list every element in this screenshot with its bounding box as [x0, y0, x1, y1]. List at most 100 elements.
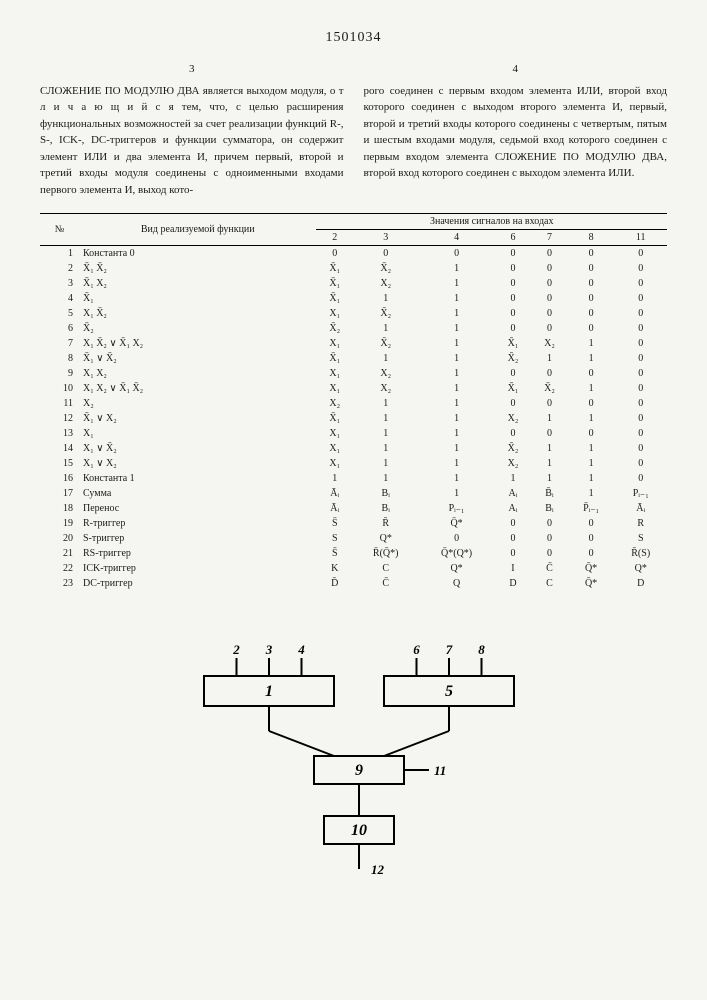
row-number: 1 [40, 246, 79, 262]
signal-value: Q̄* [418, 516, 494, 531]
signal-value: C [531, 576, 568, 591]
svg-text:2: 2 [232, 642, 240, 657]
signal-value: S [614, 531, 667, 546]
function-name: X₁ X̄₂ [79, 306, 316, 321]
function-name: X₁ [79, 426, 316, 441]
table-row: 20S-триггерSQ*0000S [40, 531, 667, 546]
svg-text:5: 5 [445, 683, 453, 700]
signal-value: 0 [614, 381, 667, 396]
signal-value: 1 [353, 471, 418, 486]
signal-value: 1 [531, 411, 568, 426]
signal-value: Aᵢ [495, 486, 532, 501]
signal-value: Pᵢ₋₁ [418, 501, 494, 516]
signal-value: 0 [568, 366, 615, 381]
row-number: 10 [40, 381, 79, 396]
row-number: 20 [40, 531, 79, 546]
signal-value: X₂ [316, 396, 353, 411]
signal-value: 0 [614, 336, 667, 351]
table-row: 21RS-триггерS̄R̄(Q̄*)Q̄*(Q*)000R̄(S) [40, 546, 667, 561]
signal-value: 1 [418, 321, 494, 336]
signal-value: 0 [614, 366, 667, 381]
signal-value: 1 [531, 441, 568, 456]
table-row: 15X₁ ∨ X₂X₁11X₂110 [40, 456, 667, 471]
table-row: 12X̄₁ ∨ X₂X̄₁11X₂110 [40, 411, 667, 426]
signal-value: 0 [568, 261, 615, 276]
signal-value: X̄₁ [495, 381, 532, 396]
signal-value: X̄₁ [316, 291, 353, 306]
signal-value: X₂ [495, 411, 532, 426]
signal-value: 0 [531, 246, 568, 262]
row-number: 13 [40, 426, 79, 441]
signal-value: 0 [568, 426, 615, 441]
row-number: 4 [40, 291, 79, 306]
signal-value: 0 [495, 246, 532, 262]
signal-value: I [495, 561, 532, 576]
row-number: 12 [40, 411, 79, 426]
signal-value: 0 [495, 531, 532, 546]
signal-value: X₁ [316, 381, 353, 396]
signal-value: C̄ [353, 576, 418, 591]
row-number: 8 [40, 351, 79, 366]
signal-value: 1 [418, 261, 494, 276]
row-number: 19 [40, 516, 79, 531]
right-column-text: рого соединен с первым входом элемента И… [364, 83, 668, 182]
signal-value: 1 [568, 471, 615, 486]
signal-value: 1 [418, 336, 494, 351]
signal-value: X₂ [353, 276, 418, 291]
signal-value: 1 [568, 336, 615, 351]
signal-value: 1 [531, 351, 568, 366]
row-number: 2 [40, 261, 79, 276]
signal-value: 0 [418, 246, 494, 262]
signal-value: S̄ [316, 516, 353, 531]
table-row: 10X₁ X₂ ∨ X̄₁ X̄₂X₁X₂1X̄₁X̄₂10 [40, 381, 667, 396]
table-row: 17СуммаĀᵢBᵢ1AᵢB̄ᵢ1Pᵢ₋₁ [40, 486, 667, 501]
signal-value: 0 [531, 546, 568, 561]
signal-value: Āᵢ [316, 501, 353, 516]
signal-value: D [495, 576, 532, 591]
signal-value: 0 [568, 516, 615, 531]
left-column: 3 СЛОЖЕНИЕ ПО МОДУЛЮ ДВА является выходо… [40, 61, 344, 198]
signal-value: X₁ [316, 441, 353, 456]
signal-value: 1 [353, 456, 418, 471]
svg-text:8: 8 [478, 642, 485, 657]
signal-value: 1 [418, 381, 494, 396]
signal-value: 0 [353, 246, 418, 262]
signal-value: Q̄*(Q*) [418, 546, 494, 561]
signal-value: 0 [531, 516, 568, 531]
table-row: 19R-триггерS̄R̄Q̄*000R [40, 516, 667, 531]
row-number: 5 [40, 306, 79, 321]
function-name: X̄₂ [79, 321, 316, 336]
svg-text:10: 10 [351, 822, 367, 839]
signal-value: X₁ [316, 456, 353, 471]
signal-value: 1 [353, 291, 418, 306]
signal-value: Q* [353, 531, 418, 546]
table-row: 11X₂X₂110000 [40, 396, 667, 411]
signal-value: 0 [568, 531, 615, 546]
signal-value: 0 [531, 321, 568, 336]
signal-value: 1 [353, 411, 418, 426]
function-name: S-триггер [79, 531, 316, 546]
signal-value: X₂ [531, 336, 568, 351]
signal-value: 0 [614, 456, 667, 471]
signal-value: 1 [353, 426, 418, 441]
signal-value: 1 [531, 456, 568, 471]
signal-value: X̄₁ [495, 336, 532, 351]
input-col-header: 11 [614, 230, 667, 246]
signal-value: 0 [495, 291, 532, 306]
col-signals-header: Значения сигналов на входах [316, 214, 667, 230]
signal-value: 0 [531, 531, 568, 546]
signal-value: 1 [568, 411, 615, 426]
signal-value: Bᵢ [353, 486, 418, 501]
row-number: 18 [40, 501, 79, 516]
function-name: X₁ X₂ ∨ X̄₁ X̄₂ [79, 381, 316, 396]
left-column-text: СЛОЖЕНИЕ ПО МОДУЛЮ ДВА является выходом … [40, 83, 344, 199]
signal-value: 0 [418, 531, 494, 546]
signal-value: Bᵢ [531, 501, 568, 516]
signal-value: 0 [568, 546, 615, 561]
function-name: X₁ ∨ X̄₂ [79, 441, 316, 456]
right-column: 4 рого соединен с первым входом элемента… [364, 61, 668, 198]
document-number: 1501034 [40, 30, 667, 46]
signal-value: 1 [316, 471, 353, 486]
signal-value: Āᵢ [614, 501, 667, 516]
signal-value: 1 [353, 321, 418, 336]
